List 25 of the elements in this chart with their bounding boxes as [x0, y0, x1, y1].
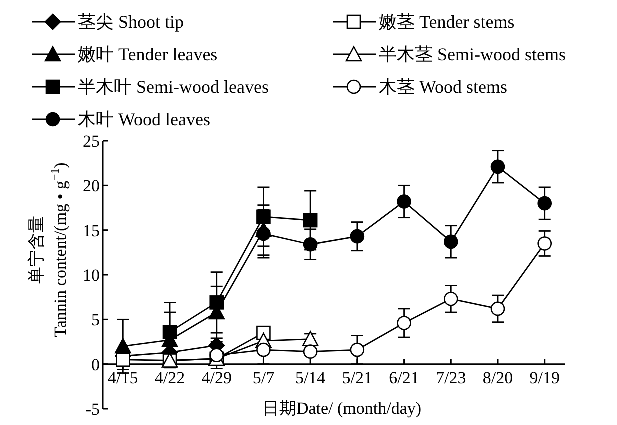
x-tick-label: 4/29 [202, 368, 232, 388]
x-tick-label: 9/19 [530, 368, 560, 388]
x-tick-label: 8/20 [482, 368, 514, 388]
x-axis-title: 日期Date/ (month/day) [262, 399, 422, 418]
y-tick-label: 5 [92, 310, 100, 330]
y-tick-label: 0 [92, 355, 100, 374]
legend-label: 半木叶 Semi-wood leaves [78, 77, 269, 97]
y-tick-label: 15 [83, 221, 100, 240]
y-tick-label: 25 [83, 132, 100, 151]
legend-label: 嫩叶 Tender leaves [78, 44, 218, 64]
x-tick-label: 7/23 [436, 368, 466, 388]
legend-label: 木茎 Wood stems [379, 77, 508, 97]
y-tick-label: 10 [83, 266, 100, 285]
x-tick-label: 6/21 [389, 368, 420, 388]
y-tick-label: 20 [83, 176, 100, 196]
legend-label: 半木茎 Semi-wood stems [379, 44, 566, 64]
x-tick-label: 5/14 [295, 368, 326, 388]
legend-label: 木叶 Wood leaves [78, 110, 211, 130]
legend-label: 茎尖 Shoot tip [78, 12, 184, 32]
x-tick-label: 4/22 [154, 368, 186, 388]
x-tick-label: 5/21 [342, 368, 373, 388]
y-tick-label: -5 [86, 400, 100, 419]
x-tick-label: 4/15 [108, 368, 138, 388]
legend-label: 嫩茎 Tender stems [379, 12, 515, 32]
x-tick-label: 5/7 [252, 368, 276, 388]
